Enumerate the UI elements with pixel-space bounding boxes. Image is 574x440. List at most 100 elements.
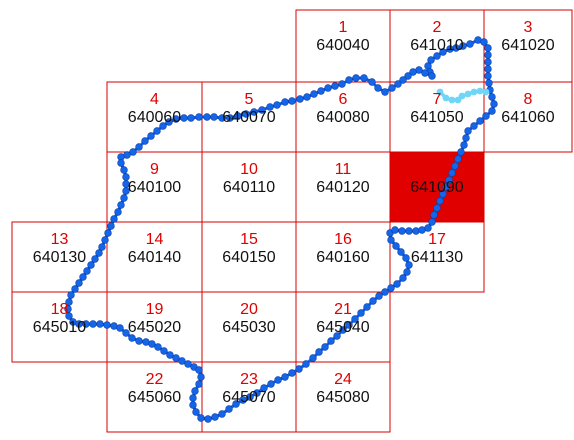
cell-code-645060: 645060: [128, 389, 181, 406]
cell-code-641130: 641130: [411, 249, 463, 266]
cell-code-645040: 645040: [316, 319, 369, 336]
cell-number-5: 5: [245, 91, 254, 108]
route-point: [239, 396, 247, 404]
route-point: [191, 387, 199, 395]
route-point: [120, 194, 128, 202]
route-point: [368, 78, 376, 86]
route-point: [439, 48, 447, 56]
route-point: [488, 107, 496, 115]
route-point: [65, 298, 73, 306]
route-alt-point: [448, 96, 456, 104]
route-point: [345, 321, 353, 329]
route-point: [427, 56, 435, 64]
route-point: [141, 137, 149, 145]
route-point: [65, 312, 73, 320]
cell-code-645080: 645080: [316, 389, 369, 406]
route-point: [267, 380, 275, 388]
route-point: [159, 122, 167, 130]
route-point: [484, 44, 492, 52]
cell-number-22: 22: [146, 371, 164, 388]
route-point: [218, 114, 226, 122]
cell-number-10: 10: [240, 161, 258, 178]
route-point: [288, 369, 296, 377]
route-point: [387, 284, 395, 292]
grid-cell-645030: [201, 291, 297, 363]
route-point: [360, 74, 368, 82]
cell-code-641020: 641020: [501, 37, 554, 54]
route-point: [232, 400, 240, 408]
route-point: [165, 118, 173, 126]
route-point: [135, 337, 143, 345]
route-point: [333, 332, 341, 340]
route-point: [71, 285, 79, 293]
route-point: [399, 274, 407, 282]
grid-cell-640140: [106, 221, 203, 293]
route-point: [442, 183, 450, 191]
route-point: [184, 360, 192, 368]
cell-number-4: 4: [150, 91, 159, 108]
route-point: [192, 408, 200, 416]
route-point: [172, 115, 180, 123]
route-point: [391, 226, 399, 234]
route-alt-point: [464, 90, 472, 98]
cell-code-640080: 640080: [316, 109, 369, 126]
route-point: [375, 292, 383, 300]
route-point: [436, 197, 444, 205]
route-point: [148, 340, 156, 348]
cell-number-16: 16: [334, 231, 352, 248]
cell-code-640040: 640040: [316, 37, 369, 54]
route-point: [397, 248, 405, 256]
route-point: [195, 366, 203, 374]
cell-code-645010: 645010: [33, 319, 86, 336]
route-point: [402, 254, 410, 262]
route-point: [460, 141, 468, 149]
route-point: [457, 148, 465, 156]
route-point: [381, 288, 389, 296]
route-point: [203, 113, 211, 121]
route-point: [421, 69, 429, 77]
cell-code-641090: 641090: [410, 179, 463, 196]
route-point: [446, 45, 454, 53]
route-point: [218, 410, 226, 418]
cell-number-1: 1: [339, 19, 348, 36]
route-point: [87, 261, 95, 269]
cell-code-641060: 641060: [501, 109, 554, 126]
route-point: [482, 112, 490, 120]
route-point: [107, 222, 115, 230]
route-point: [315, 348, 323, 356]
route-point: [98, 243, 106, 251]
route-point: [117, 201, 125, 209]
route-point: [128, 334, 136, 342]
route-point: [409, 68, 417, 76]
grid-cell-640160: [295, 221, 391, 293]
cell-code-640140: 640140: [128, 249, 181, 266]
route-point: [153, 127, 161, 135]
route-point: [64, 305, 72, 313]
cell-code-640150: 640150: [222, 249, 275, 266]
route-point: [116, 324, 124, 332]
cell-code-640100: 640100: [128, 179, 181, 196]
grid-cell-640040: [295, 9, 391, 83]
route-point: [266, 103, 274, 111]
route-point: [89, 320, 97, 328]
route-point: [246, 393, 254, 401]
cell-number-11: 11: [335, 161, 352, 178]
route-point: [180, 114, 188, 122]
route-point: [403, 268, 411, 276]
route-point: [101, 236, 109, 244]
route-alt-point: [482, 88, 490, 96]
route-point: [253, 389, 261, 397]
route-point: [225, 405, 233, 413]
route-point: [79, 273, 87, 281]
grid-cells: [11, 9, 573, 433]
route-point: [210, 113, 218, 121]
route-point: [195, 380, 203, 388]
route-point: [484, 72, 492, 80]
route-point: [428, 72, 436, 80]
route-point: [398, 227, 406, 235]
cell-number-24: 24: [334, 371, 352, 388]
cell-number-19: 19: [146, 301, 164, 318]
route-point: [197, 414, 205, 422]
route-point: [204, 415, 212, 423]
